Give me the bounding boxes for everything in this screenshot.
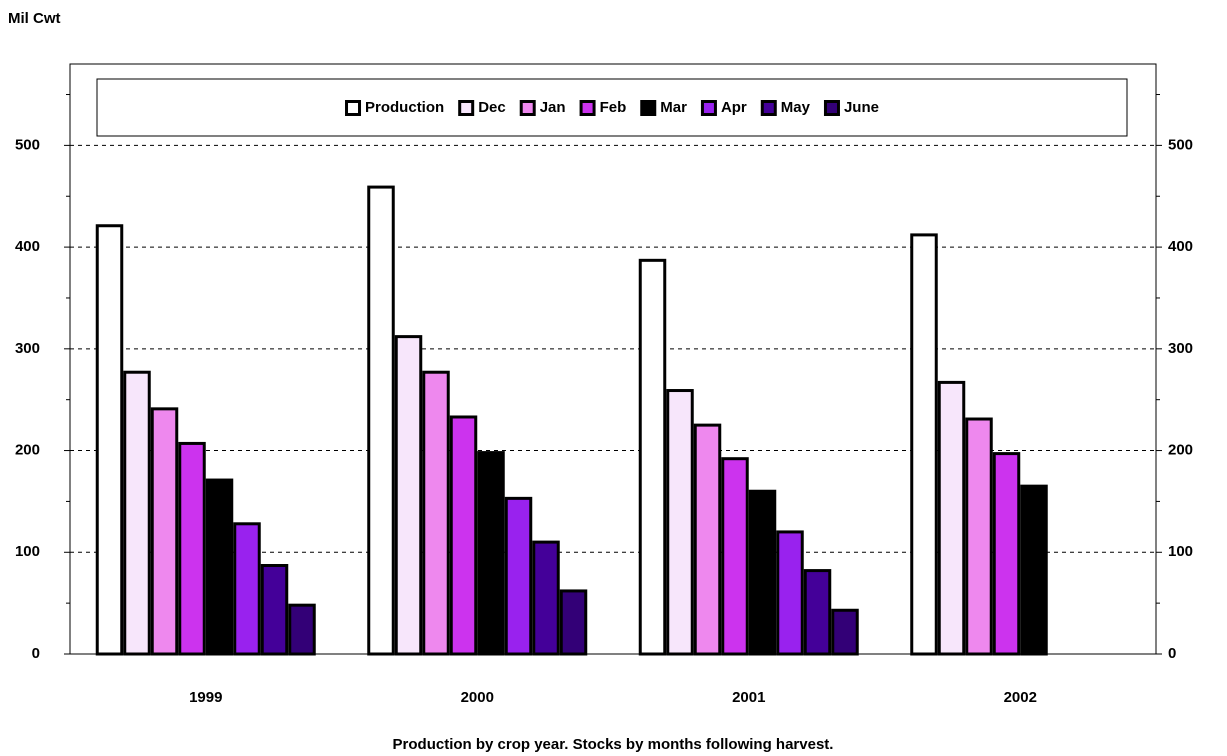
- bar: [178, 441, 206, 656]
- bar: [367, 185, 395, 656]
- bar: [233, 522, 261, 656]
- x-tick-label: 2001: [732, 689, 765, 706]
- x-tick-label: 1999: [189, 689, 222, 706]
- y-tick-label: 200: [15, 442, 40, 459]
- bar: [638, 258, 667, 656]
- bar: [260, 564, 289, 656]
- bar: [288, 603, 316, 656]
- legend-box: [96, 78, 1128, 137]
- bar: [965, 417, 993, 656]
- bar: [150, 407, 179, 656]
- plot-area: [69, 63, 1157, 655]
- legend-swatch: [640, 100, 657, 116]
- bar: [559, 589, 588, 656]
- bar: [666, 389, 694, 656]
- bar: [693, 423, 722, 656]
- bar: [721, 457, 749, 656]
- y-tick-label: 400: [15, 238, 40, 255]
- bar: [776, 530, 804, 656]
- x-tick-label: 2002: [1004, 689, 1037, 706]
- bar: [95, 224, 124, 656]
- bar: [910, 233, 938, 656]
- x-tick-label: 2000: [461, 689, 494, 706]
- y2-tick-label: 300: [1168, 340, 1193, 357]
- bar: [504, 496, 533, 656]
- bar: [477, 451, 505, 656]
- legend-label: Production: [365, 99, 444, 116]
- bar: [831, 608, 859, 656]
- bar: [422, 370, 450, 656]
- y2-tick-label: 500: [1168, 136, 1193, 153]
- y2-tick-label: 100: [1168, 543, 1193, 560]
- y2-tick-label: 400: [1168, 238, 1193, 255]
- y-tick-label: 500: [15, 136, 40, 153]
- x-axis-label: Production by crop year. Stocks by month…: [393, 736, 834, 753]
- legend-swatch: [345, 100, 362, 116]
- legend-label: Mar: [660, 99, 687, 116]
- legend-label: Dec: [478, 99, 506, 116]
- bar: [1020, 484, 1048, 656]
- y-tick-label: 100: [15, 543, 40, 560]
- y2-tick-label: 0: [1168, 645, 1176, 662]
- y-axis-label: Mil Cwt: [8, 10, 61, 27]
- legend-label: Feb: [600, 99, 627, 116]
- y-tick-label: 300: [15, 340, 40, 357]
- bar: [123, 370, 151, 656]
- legend-label: Apr: [721, 99, 747, 116]
- legend-swatch: [519, 100, 536, 116]
- bar: [803, 569, 832, 656]
- y-tick-label: 0: [32, 645, 40, 662]
- legend-swatch: [458, 100, 475, 116]
- legend-swatch: [823, 100, 840, 116]
- bar: [205, 478, 234, 656]
- legend-label: June: [844, 99, 879, 116]
- legend-label: Jan: [540, 99, 566, 116]
- bar: [748, 489, 777, 656]
- y2-tick-label: 200: [1168, 442, 1193, 459]
- bar: [937, 380, 966, 656]
- legend-label: May: [781, 99, 811, 116]
- legend-swatch: [579, 100, 596, 116]
- bar: [532, 540, 560, 656]
- bar: [992, 452, 1021, 656]
- legend-swatch: [700, 100, 717, 116]
- bar: [449, 415, 478, 656]
- legend-swatch: [760, 100, 777, 116]
- bar: [394, 335, 423, 656]
